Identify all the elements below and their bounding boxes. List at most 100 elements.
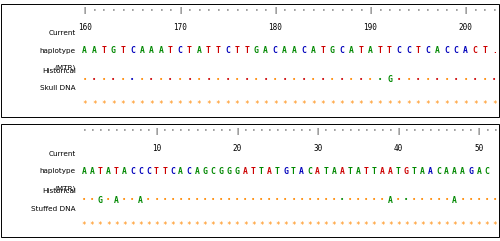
Text: *: * bbox=[460, 221, 465, 230]
Text: C: C bbox=[273, 46, 278, 55]
Text: T: T bbox=[387, 46, 392, 55]
Text: ': ' bbox=[226, 8, 230, 14]
Text: G: G bbox=[234, 167, 240, 176]
Text: *: * bbox=[206, 100, 211, 109]
Text: ': ' bbox=[364, 128, 368, 134]
Text: ': ' bbox=[276, 128, 280, 134]
Text: ': ' bbox=[146, 128, 150, 134]
Text: *: * bbox=[482, 100, 487, 109]
Text: •: • bbox=[416, 77, 420, 82]
Text: •: • bbox=[436, 197, 440, 203]
Text: ': ' bbox=[268, 128, 272, 134]
Text: *: * bbox=[283, 221, 288, 230]
Text: •: • bbox=[350, 77, 354, 82]
Text: A: A bbox=[388, 195, 392, 205]
Text: •: • bbox=[122, 197, 126, 203]
Text: *: * bbox=[420, 221, 425, 230]
Text: 20: 20 bbox=[232, 144, 241, 153]
Text: ': ' bbox=[168, 8, 172, 14]
Text: •: • bbox=[454, 77, 458, 82]
Text: *: * bbox=[267, 221, 272, 230]
Text: |: | bbox=[464, 7, 468, 14]
Text: ': ' bbox=[493, 128, 497, 134]
Text: •: • bbox=[372, 197, 376, 203]
Text: Current: Current bbox=[49, 30, 76, 36]
Text: *: * bbox=[340, 100, 344, 109]
Text: ': ' bbox=[340, 128, 344, 134]
Text: G: G bbox=[98, 195, 102, 205]
Text: •: • bbox=[168, 77, 172, 82]
Text: G: G bbox=[330, 46, 335, 55]
Text: *: * bbox=[412, 221, 416, 230]
Text: *: * bbox=[388, 221, 392, 230]
Text: *: * bbox=[168, 100, 173, 109]
Text: *: * bbox=[380, 221, 384, 230]
Text: *: * bbox=[82, 100, 87, 109]
Text: *: * bbox=[273, 100, 278, 109]
Text: •: • bbox=[130, 77, 134, 82]
Text: *: * bbox=[292, 100, 296, 109]
Text: •: • bbox=[311, 77, 316, 82]
Text: •: • bbox=[244, 77, 249, 82]
Text: *: * bbox=[106, 221, 110, 230]
Text: A: A bbox=[92, 46, 96, 55]
Text: •: • bbox=[340, 197, 344, 203]
Text: *: * bbox=[484, 221, 489, 230]
Text: •: • bbox=[170, 197, 175, 203]
Text: *: * bbox=[349, 100, 354, 109]
Text: T: T bbox=[412, 167, 417, 176]
Text: ': ' bbox=[469, 128, 472, 134]
Text: *: * bbox=[140, 100, 144, 109]
Text: ': ' bbox=[356, 128, 360, 134]
Text: ': ' bbox=[227, 128, 231, 134]
Text: *: * bbox=[254, 100, 258, 109]
Text: *: * bbox=[311, 100, 316, 109]
Text: ': ' bbox=[159, 8, 163, 14]
Text: ': ' bbox=[284, 128, 288, 134]
Text: •: • bbox=[348, 197, 352, 203]
Text: A: A bbox=[90, 167, 94, 176]
Text: C: C bbox=[225, 46, 230, 55]
Text: •: • bbox=[267, 197, 272, 203]
Text: T: T bbox=[416, 46, 420, 55]
Text: A: A bbox=[82, 167, 86, 176]
Text: ': ' bbox=[380, 128, 384, 134]
Text: *: * bbox=[187, 100, 192, 109]
Text: A: A bbox=[332, 167, 336, 176]
Text: A: A bbox=[149, 46, 154, 55]
Text: *: * bbox=[98, 221, 102, 230]
Text: •: • bbox=[146, 197, 150, 203]
Text: •: • bbox=[468, 197, 473, 203]
Text: *: * bbox=[218, 221, 224, 230]
Text: 180: 180 bbox=[268, 23, 282, 32]
Text: •: • bbox=[188, 77, 192, 82]
Text: haplotype: haplotype bbox=[40, 168, 76, 174]
Text: *: * bbox=[264, 100, 268, 109]
Text: A: A bbox=[380, 167, 384, 176]
Text: *: * bbox=[216, 100, 220, 109]
Text: T: T bbox=[162, 167, 167, 176]
Text: ': ' bbox=[243, 128, 247, 134]
Text: *: * bbox=[282, 100, 287, 109]
Text: 170: 170 bbox=[173, 23, 187, 32]
Text: *: * bbox=[194, 221, 199, 230]
Text: A: A bbox=[264, 46, 268, 55]
Text: |: | bbox=[476, 128, 481, 135]
Text: ': ' bbox=[122, 128, 126, 134]
Text: ': ' bbox=[206, 8, 210, 14]
Text: ': ' bbox=[420, 128, 424, 134]
Text: •: • bbox=[292, 197, 296, 203]
Text: *: * bbox=[92, 100, 96, 109]
Text: ': ' bbox=[332, 128, 336, 134]
Text: •: • bbox=[111, 77, 116, 82]
Text: A: A bbox=[82, 46, 87, 55]
Text: T: T bbox=[102, 46, 106, 55]
Text: C: C bbox=[307, 167, 312, 176]
Text: •: • bbox=[426, 77, 430, 82]
Text: *: * bbox=[196, 100, 202, 109]
Text: •: • bbox=[444, 77, 449, 82]
Text: •: • bbox=[282, 77, 287, 82]
Text: C: C bbox=[178, 46, 182, 55]
Text: ': ' bbox=[474, 8, 477, 14]
Text: •: • bbox=[444, 197, 449, 203]
